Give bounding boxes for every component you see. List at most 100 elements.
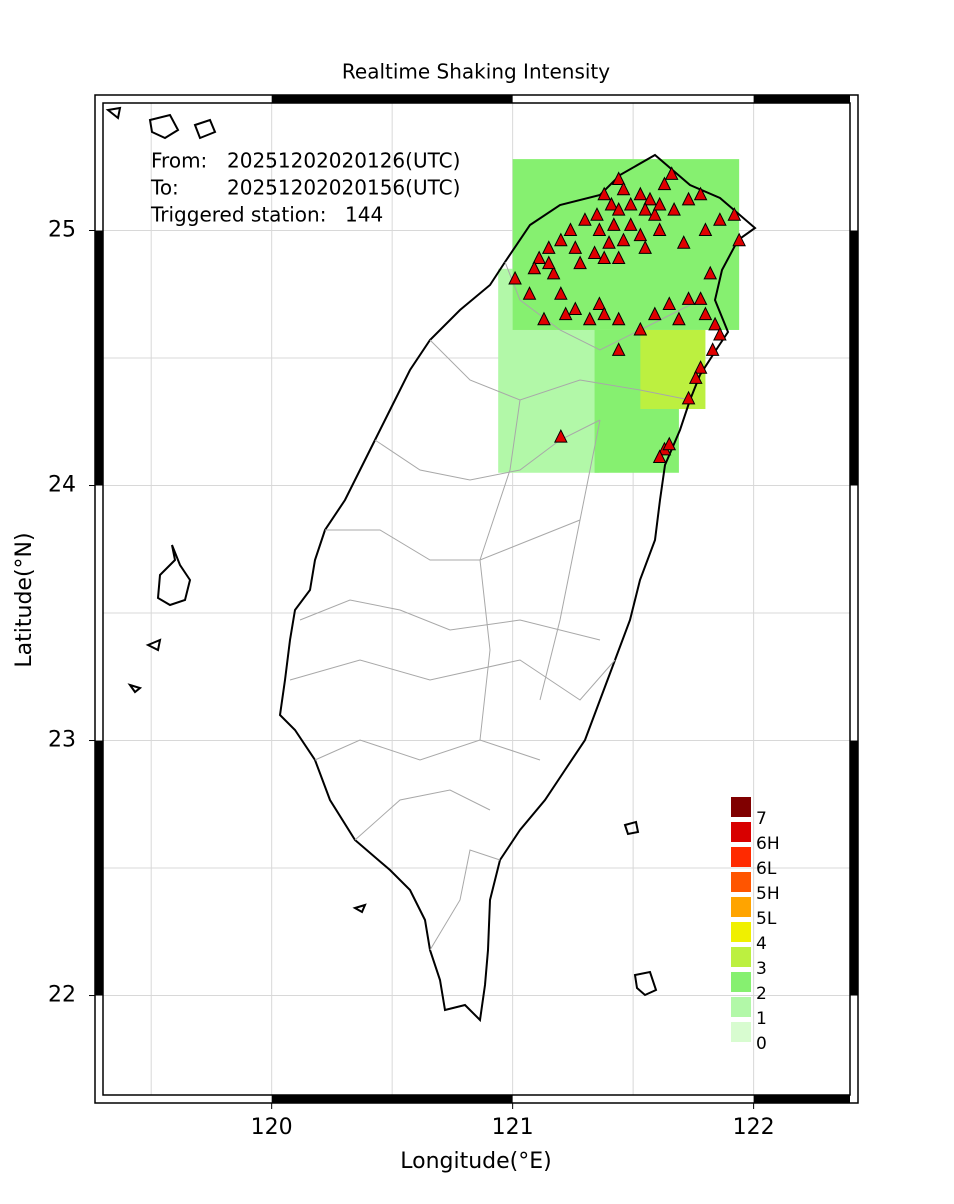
station-marker (611, 201, 626, 216)
legend-swatch (731, 797, 751, 817)
station-marker (727, 207, 742, 221)
intensity-cell (640, 329, 706, 410)
keelung-islet (352, 903, 367, 914)
station-marker (681, 390, 696, 405)
frame-outer (94, 94, 859, 1104)
station-marker (597, 250, 612, 265)
legend-swatch (731, 947, 751, 967)
station-marker (623, 196, 638, 211)
legend-label: 5L (756, 909, 777, 929)
legend-label: 7 (756, 809, 767, 829)
station-marker (611, 342, 626, 356)
station-marker (597, 186, 612, 201)
station-marker (698, 306, 713, 321)
station-marker (623, 217, 638, 231)
station-marker (554, 232, 568, 247)
station-marker (532, 250, 546, 265)
legend-swatch (731, 972, 751, 992)
station-marker (578, 212, 592, 226)
legend-swatch (731, 997, 751, 1017)
y-tick-label: 23 (48, 728, 76, 753)
info-to-label: To: (150, 176, 179, 200)
info-from-label: From: (151, 149, 207, 173)
station-marker (693, 186, 708, 201)
orchid-island (633, 970, 658, 997)
legend-swatch (731, 922, 751, 942)
station-marker (527, 260, 542, 275)
penghu-islands (127, 544, 192, 694)
legend-swatch (731, 1022, 751, 1042)
station-marker (537, 311, 551, 326)
frame-bar (850, 230, 858, 486)
station-marker (648, 306, 662, 321)
station-marker (633, 227, 648, 242)
matsu-islands (105, 106, 217, 140)
station-marker (554, 286, 568, 300)
station-marker (708, 316, 722, 331)
station-marker (508, 270, 522, 285)
station-marker (541, 255, 556, 270)
county-boundaries (289, 261, 701, 951)
x-tick-label: 121 (492, 1115, 534, 1140)
station-marker (681, 191, 696, 206)
info-triggered-count: 144 (345, 203, 383, 227)
y-tick-label: 22 (48, 983, 76, 1008)
frame-bar (753, 95, 850, 103)
legend-label: 2 (756, 984, 767, 1004)
legend-swatch (731, 897, 751, 917)
station-marker (698, 222, 713, 237)
station-marker (568, 240, 583, 254)
station-marker (713, 326, 727, 341)
station-marker (597, 306, 612, 321)
station-marker (546, 265, 561, 280)
station-marker (633, 186, 648, 201)
frame-bar (271, 1095, 513, 1103)
station-marker (652, 196, 667, 211)
legend-label: 6H (756, 834, 780, 854)
legend-swatch (731, 872, 751, 892)
info-triggered-label: Triggered station: (150, 203, 326, 227)
station-marker (693, 291, 708, 305)
station-marker (648, 207, 662, 221)
station-marker (607, 217, 621, 231)
y-tick-label: 24 (48, 473, 76, 498)
legend-label: 3 (756, 959, 767, 979)
legend-label: 5H (756, 884, 780, 904)
station-marker (693, 360, 708, 374)
stations (508, 166, 746, 463)
station-marker (633, 321, 648, 336)
station-marker (616, 181, 631, 196)
green-island (623, 820, 640, 836)
frame-bar (95, 230, 103, 486)
y-tick-label: 25 (48, 218, 76, 243)
station-marker (604, 196, 619, 211)
legend: 7 6H 6L 5H 5L 4 3 2 1 0 (731, 797, 780, 1054)
station-marker (662, 436, 677, 451)
station-marker (672, 311, 686, 326)
info-to-value: 20251202020156(UTC) (227, 176, 460, 200)
frame-bar (850, 740, 858, 996)
x-axis-title: Longitude(°E) (400, 1149, 552, 1174)
info-from-value: 20251202020126(UTC) (227, 149, 460, 173)
station-marker (657, 176, 672, 191)
station-marker (611, 171, 626, 186)
legend-label: 1 (756, 1009, 767, 1029)
frame-bar (753, 1095, 850, 1103)
taiwan-coastline (278, 153, 757, 1023)
station-marker (713, 212, 727, 226)
station-marker (667, 201, 681, 216)
station-marker (681, 291, 696, 305)
x-tick-label: 120 (251, 1115, 293, 1140)
frame-inner (102, 102, 851, 1096)
station-marker (592, 296, 607, 310)
station-marker (676, 235, 691, 249)
legend-label: 4 (756, 934, 767, 954)
station-marker (616, 232, 631, 247)
station-marker (573, 255, 587, 270)
station-marker (703, 265, 718, 280)
station-marker (568, 301, 583, 316)
map-title: Realtime Shaking Intensity (342, 60, 610, 84)
station-marker (611, 311, 626, 326)
